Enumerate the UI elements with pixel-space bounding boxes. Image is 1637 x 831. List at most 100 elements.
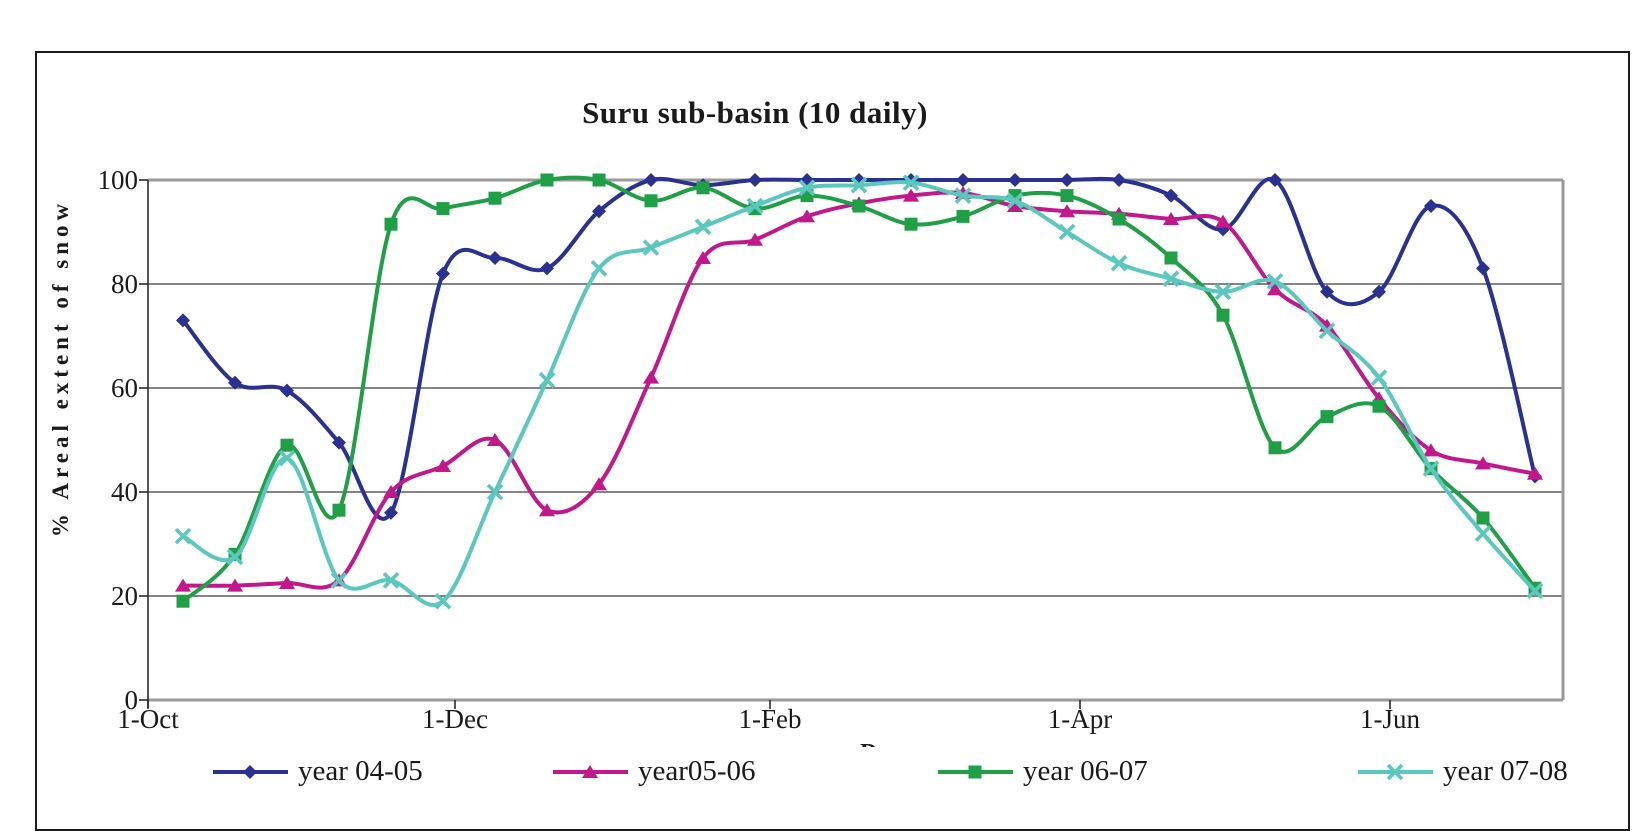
series-2-point-3 bbox=[332, 503, 346, 517]
series-0-point-9 bbox=[644, 173, 658, 187]
y-tick-label-40: 40 bbox=[111, 477, 138, 507]
series-2-point-0 bbox=[176, 594, 190, 608]
series-0-point-7 bbox=[540, 261, 554, 276]
series-1-point-11 bbox=[747, 232, 763, 246]
series-3-point-5 bbox=[434, 592, 452, 610]
series-0-point-4 bbox=[384, 505, 398, 520]
series-3-point-10 bbox=[694, 218, 712, 236]
series-2-point-8 bbox=[592, 173, 606, 187]
series-3-point-4 bbox=[382, 572, 400, 589]
series-0-point-8 bbox=[592, 204, 606, 219]
series-0-point-21 bbox=[1268, 173, 1282, 187]
series-3-point-7 bbox=[538, 371, 556, 389]
legend-marker-triangle-icon bbox=[582, 765, 598, 778]
series-1-point-19 bbox=[1163, 212, 1179, 225]
series-0-point-23 bbox=[1372, 284, 1386, 299]
series-0-point-25 bbox=[1476, 261, 1490, 276]
legend-label-1: year05-06 bbox=[638, 755, 756, 787]
series-2-point-15 bbox=[956, 209, 970, 223]
series-2-point-6 bbox=[488, 191, 502, 205]
series-3-point-17 bbox=[1058, 223, 1076, 241]
series-3-point-3 bbox=[330, 572, 348, 589]
series-3-point-26 bbox=[1526, 582, 1544, 600]
series-2-point-19 bbox=[1164, 251, 1178, 265]
x-tick-label-1-Jun: 1-Jun bbox=[1360, 704, 1420, 734]
series-1-point-8 bbox=[591, 477, 607, 491]
series-0-point-0 bbox=[176, 313, 190, 328]
series-3-point-8 bbox=[590, 260, 608, 277]
series-0-point-1 bbox=[228, 375, 242, 390]
series-1-point-5 bbox=[435, 459, 451, 472]
y-tick-label-20: 20 bbox=[111, 581, 138, 611]
legend-label-0: year 04-05 bbox=[298, 755, 423, 787]
series-3-point-25 bbox=[1474, 525, 1492, 542]
series-2-point-10 bbox=[696, 181, 710, 195]
x-axis-partial-title: D bbox=[860, 740, 890, 747]
series-year-04-05 bbox=[176, 173, 1542, 521]
series-year-07-08 bbox=[174, 174, 1544, 610]
series-1-point-1 bbox=[227, 578, 243, 592]
series-0-point-3 bbox=[332, 435, 346, 450]
series-2-point-17 bbox=[1060, 189, 1074, 203]
series-3-point-24 bbox=[1422, 460, 1440, 477]
chart-title: Suru sub-basin (10 daily) bbox=[582, 95, 928, 130]
x-tick-label-1-Feb: 1-Feb bbox=[738, 704, 802, 734]
legend-label-3: year 07-08 bbox=[1443, 755, 1568, 787]
series-3-point-2 bbox=[278, 449, 296, 467]
series-2-point-23 bbox=[1372, 399, 1386, 413]
series-3-point-11 bbox=[746, 197, 764, 215]
series-3-point-18 bbox=[1110, 254, 1128, 272]
series-1-point-0 bbox=[175, 578, 191, 592]
series-1-point-25 bbox=[1475, 456, 1491, 470]
series-2-point-13 bbox=[852, 199, 866, 213]
series-3-point-1 bbox=[226, 548, 244, 566]
series-1-point-9 bbox=[643, 370, 659, 384]
series-0-point-15 bbox=[956, 173, 970, 187]
series-0-point-22 bbox=[1320, 284, 1334, 299]
series-0-point-17 bbox=[1060, 173, 1074, 187]
y-tick-label-60: 60 bbox=[111, 373, 138, 403]
series-1-point-12 bbox=[799, 209, 815, 223]
series-3-point-0 bbox=[174, 527, 192, 545]
series-2-point-2 bbox=[280, 438, 294, 452]
series-3-point-19 bbox=[1162, 270, 1180, 288]
x-tick-label-1-Oct: 1-Oct bbox=[117, 704, 179, 734]
legend-marker-x-icon bbox=[1386, 763, 1404, 781]
series-3-point-21 bbox=[1266, 273, 1284, 290]
series-0-point-5 bbox=[436, 266, 450, 281]
series-1-point-20 bbox=[1215, 214, 1231, 228]
y-tick-label-100: 100 bbox=[97, 165, 139, 195]
series-0-point-19 bbox=[1164, 188, 1178, 203]
series-1-point-17 bbox=[1059, 204, 1075, 218]
series-3-point-12 bbox=[798, 179, 816, 197]
series-3-point-13 bbox=[850, 176, 868, 194]
series-2-point-5 bbox=[436, 202, 450, 216]
series-3-point-9 bbox=[642, 239, 660, 256]
series-1-point-10 bbox=[695, 251, 711, 264]
series-3-point-22 bbox=[1318, 322, 1336, 340]
series-3-point-14 bbox=[902, 174, 920, 191]
x-tick-label-1-Dec: 1-Dec bbox=[422, 704, 488, 734]
series-2-point-25 bbox=[1476, 511, 1490, 525]
series-3-point-15 bbox=[954, 187, 972, 204]
series-1-point-21 bbox=[1267, 282, 1283, 296]
series-0-point-16 bbox=[1008, 173, 1022, 187]
series-1-point-6 bbox=[487, 433, 503, 446]
series-0-point-11 bbox=[748, 173, 762, 187]
series-2-point-4 bbox=[384, 217, 398, 231]
legend-marker-diamond-icon bbox=[243, 765, 257, 779]
series-1-point-24 bbox=[1423, 443, 1439, 457]
series-3-point-20 bbox=[1214, 283, 1232, 301]
series-2-point-9 bbox=[644, 194, 658, 208]
series-2-point-14 bbox=[904, 217, 918, 231]
series-1-point-14 bbox=[903, 188, 919, 202]
legend-label-2: year 06-07 bbox=[1023, 755, 1148, 787]
series-2-point-18 bbox=[1112, 212, 1126, 226]
series-0-point-24 bbox=[1424, 199, 1438, 213]
x-tick-label-1-Apr: 1-Apr bbox=[1047, 704, 1113, 734]
series-1-point-4 bbox=[383, 485, 399, 498]
y-tick-label-0: 0 bbox=[124, 685, 139, 715]
